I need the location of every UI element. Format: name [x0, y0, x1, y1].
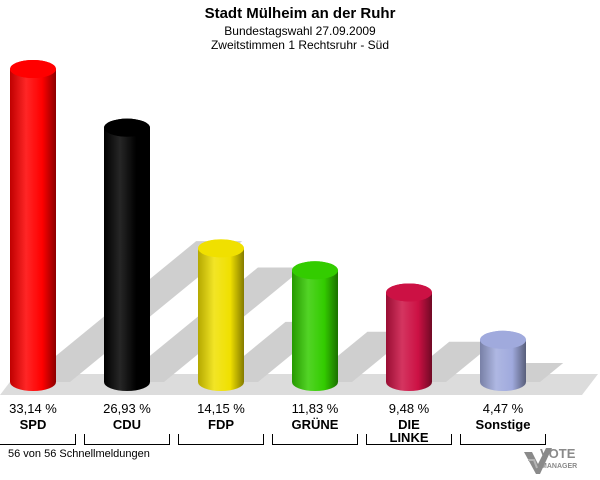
category-bracket — [272, 434, 358, 445]
bar-grüne — [292, 261, 338, 391]
bar-die-linke — [386, 283, 432, 391]
category-label: Sonstige — [475, 417, 531, 432]
value-label: 33,14 % — [9, 401, 57, 416]
category-bracket — [460, 434, 546, 445]
value-label: 14,15 % — [197, 401, 245, 416]
logo-subtitle: MANAGER — [541, 463, 578, 470]
bar-cdu — [104, 118, 150, 391]
category-label: FDP — [208, 417, 234, 432]
chart-subtitle-election: Bundestagswahl 27.09.2009 — [224, 24, 376, 38]
value-label: 11,83 % — [291, 401, 339, 416]
logo-wordmark: VOTE — [540, 446, 576, 461]
bar-spd — [10, 60, 56, 391]
chart-subtitle-district: Zweitstimmen 1 Rechtsruhr - Süd — [210, 38, 390, 52]
chart-title: Stadt Mülheim an der Ruhr — [204, 5, 396, 22]
category-label: SPD — [19, 417, 47, 432]
category-bracket — [178, 434, 264, 445]
footer-status: 56 von 56 Schnellmeldungen — [8, 448, 150, 460]
value-label: 9,48 % — [388, 401, 430, 416]
category-label: GRÜNE — [291, 417, 339, 432]
category-bracket — [84, 434, 170, 445]
bar-chart — [0, 60, 598, 395]
category-bracket — [0, 434, 76, 445]
bar-sonstige — [480, 330, 526, 391]
value-label: 26,93 % — [103, 401, 151, 416]
value-label: 4,47 % — [482, 401, 524, 416]
category-label: CDU — [112, 417, 142, 432]
vote-manager-logo — [524, 448, 552, 474]
category-bracket — [366, 434, 452, 445]
category-label: DIE LINKE — [389, 417, 429, 445]
bar-fdp — [198, 239, 244, 391]
